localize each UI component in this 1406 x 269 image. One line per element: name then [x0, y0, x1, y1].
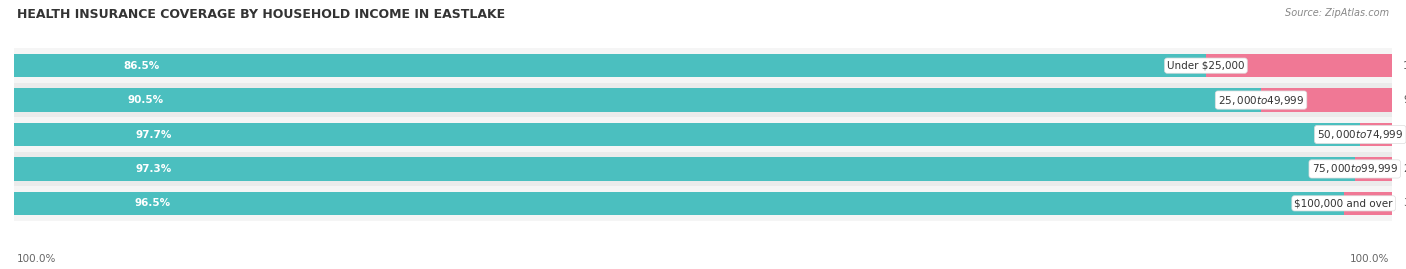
- Text: 86.5%: 86.5%: [124, 61, 159, 71]
- Text: 90.5%: 90.5%: [128, 95, 163, 105]
- Text: HEALTH INSURANCE COVERAGE BY HOUSEHOLD INCOME IN EASTLAKE: HEALTH INSURANCE COVERAGE BY HOUSEHOLD I…: [17, 8, 505, 21]
- Bar: [14, 88, 1261, 112]
- Bar: [1206, 54, 1392, 77]
- Text: 9.5%: 9.5%: [1403, 95, 1406, 105]
- Text: 3.5%: 3.5%: [1403, 198, 1406, 208]
- Bar: [14, 83, 1392, 117]
- Bar: [14, 192, 1344, 215]
- Bar: [14, 48, 1392, 83]
- Text: $25,000 to $49,999: $25,000 to $49,999: [1218, 94, 1305, 107]
- Text: 97.3%: 97.3%: [135, 164, 172, 174]
- Bar: [14, 157, 1355, 181]
- Bar: [14, 54, 1206, 77]
- Bar: [1360, 123, 1392, 146]
- Bar: [14, 186, 1392, 221]
- Text: 13.5%: 13.5%: [1403, 61, 1406, 71]
- Text: $100,000 and over: $100,000 and over: [1295, 198, 1393, 208]
- Text: 2.7%: 2.7%: [1403, 164, 1406, 174]
- Text: Under $25,000: Under $25,000: [1167, 61, 1244, 71]
- Bar: [1261, 88, 1392, 112]
- Text: 96.5%: 96.5%: [134, 198, 170, 208]
- Bar: [1355, 157, 1392, 181]
- Text: $75,000 to $99,999: $75,000 to $99,999: [1312, 162, 1398, 175]
- Bar: [14, 117, 1392, 152]
- Text: 97.7%: 97.7%: [135, 129, 172, 140]
- Text: 2.3%: 2.3%: [1403, 129, 1406, 140]
- Text: Source: ZipAtlas.com: Source: ZipAtlas.com: [1285, 8, 1389, 18]
- Bar: [14, 152, 1392, 186]
- Text: 100.0%: 100.0%: [17, 254, 56, 264]
- Text: $50,000 to $74,999: $50,000 to $74,999: [1317, 128, 1403, 141]
- Text: 100.0%: 100.0%: [1350, 254, 1389, 264]
- Bar: [1344, 192, 1392, 215]
- Bar: [14, 123, 1360, 146]
